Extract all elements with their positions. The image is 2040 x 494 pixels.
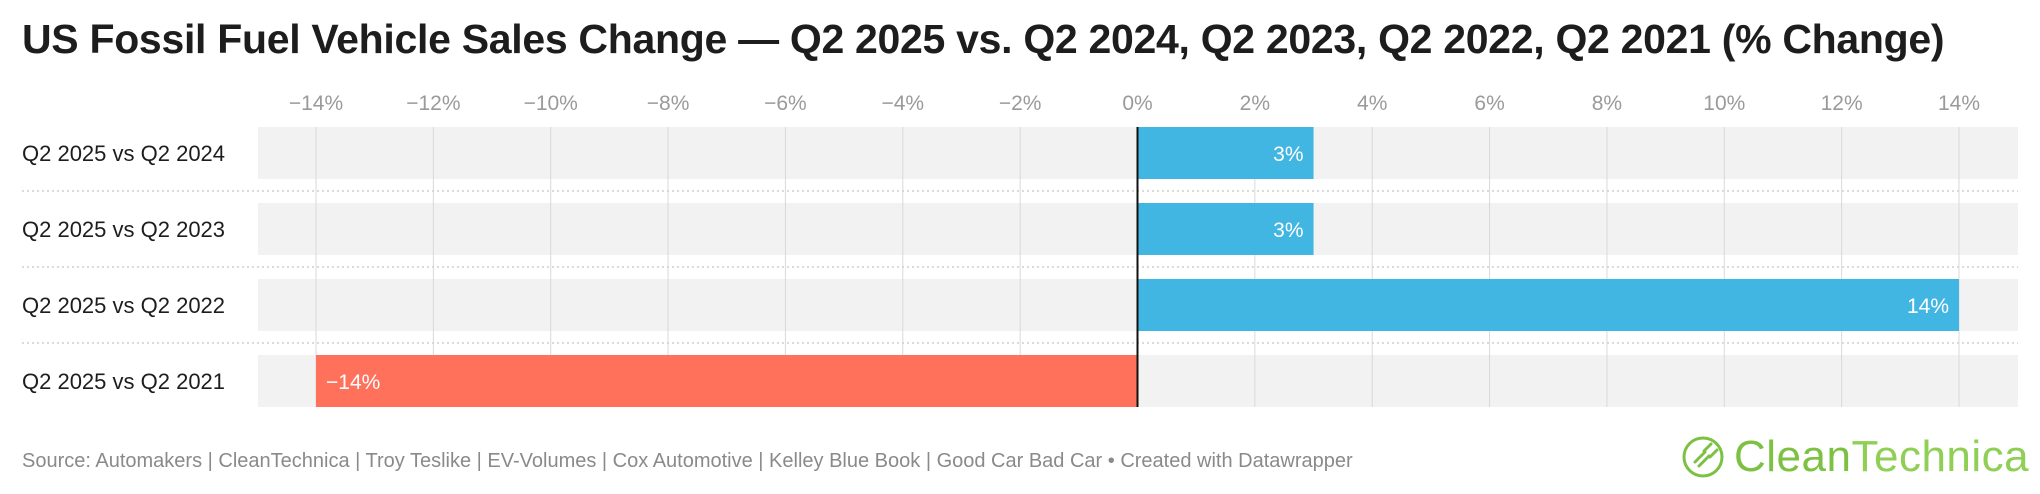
tick-label: 14% (1938, 92, 1980, 115)
bar (1137, 127, 1314, 179)
tick-label: −12% (406, 92, 460, 115)
logo-text: CleanTechnica (1734, 432, 2029, 482)
tick-label: −4% (881, 92, 924, 115)
tick-label: 4% (1357, 92, 1387, 115)
tick-label: 8% (1592, 92, 1622, 115)
logo-text-b: Technica (1851, 432, 2030, 481)
tick-label: −14% (289, 92, 343, 115)
category-label: Q2 2025 vs Q2 2022 (22, 293, 225, 318)
logo-text-a: Clean (1734, 432, 1852, 481)
category-label: Q2 2025 vs Q2 2021 (22, 369, 225, 394)
value-label: 3% (1273, 219, 1303, 242)
bar (1137, 279, 1959, 331)
cleantechnica-logo: CleanTechnica (1678, 432, 2029, 482)
bar-chart: −14% −12% −10% −8% −6% −4% −2% 0% 2% 4% 6% 8% 10% 12%… (22, 92, 2018, 407)
value-label: 3% (1273, 143, 1303, 166)
tick-label: −10% (524, 92, 578, 115)
value-label: 14% (1907, 295, 1949, 318)
bar (1137, 203, 1314, 255)
tick-label: 10% (1703, 92, 1745, 115)
category-label: Q2 2025 vs Q2 2023 (22, 217, 225, 242)
tick-label: 12% (1821, 92, 1863, 115)
tick-label: 6% (1474, 92, 1504, 115)
tick-label: −8% (647, 92, 690, 115)
chart-title: US Fossil Fuel Vehicle Sales Change — Q2… (22, 16, 1945, 62)
value-label: −14% (326, 371, 380, 394)
category-label: Q2 2025 vs Q2 2024 (22, 141, 225, 166)
bar (316, 355, 1138, 407)
tick-label: 2% (1240, 92, 1270, 115)
source-note: Source: Automakers | CleanTechnica | Tro… (22, 450, 1353, 472)
plug-leaf-icon (1682, 436, 1724, 478)
tick-label: −6% (764, 92, 807, 115)
tick-label: −2% (999, 92, 1042, 115)
tick-label: 0% (1122, 92, 1152, 115)
